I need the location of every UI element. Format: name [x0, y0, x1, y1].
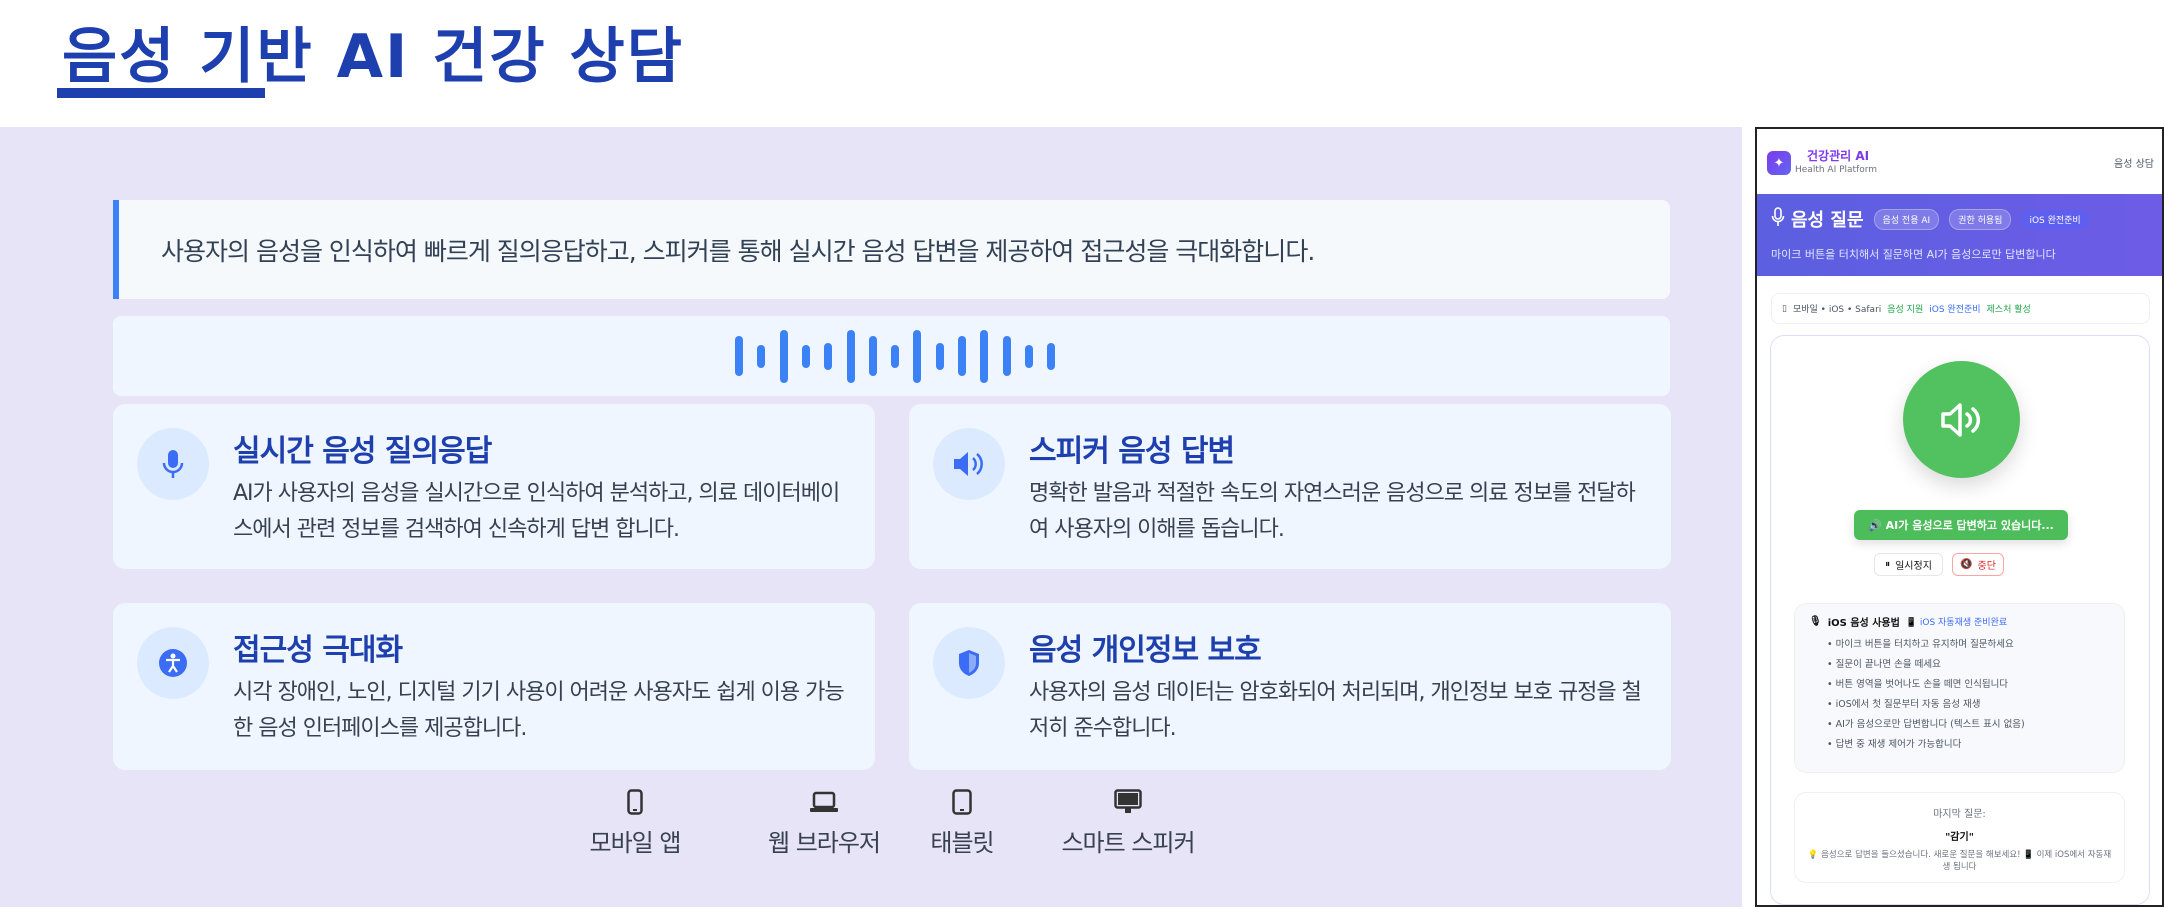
section-subtitle: 마이크 버튼을 터치해서 질문하면 AI가 음성으로만 답변합니다 [1771, 248, 2056, 261]
wave-bar [757, 344, 766, 368]
feature-card-realtime: 실시간 음성 질의응답 AI가 사용자의 음성을 실시간으로 인식하여 분석하고… [113, 404, 875, 569]
pause-icon: ⏸ [1885, 559, 1891, 570]
speaking-status: 🔊 AI가 음성으로 답변하고 있습니다... [1854, 510, 2068, 540]
last-question-label: 마지막 질문: [1933, 809, 1986, 820]
feature-card-speaker: 스피커 음성 답변 명확한 발음과 적절한 속도의 자연스러운 음성으로 의료 … [909, 404, 1671, 569]
device-status: ▯ 모바일 • iOS • Safari 음성 지원 iOS 완전준비 제스처 … [1771, 293, 2150, 324]
howto-item: iOS에서 첫 질문부터 자동 음성 재생 [1827, 695, 2110, 715]
voice-question-banner: 음성 질문 음성 전용 AI 권한 허용됨 iOS 완전준비 마이크 버튼을 터… [1757, 194, 2162, 276]
intro-box: 사용자의 음성을 인식하여 빠르게 질의응답하고, 스피커를 통해 실시간 음성… [113, 200, 1670, 299]
tag-gesture: 제스처 활성 [1986, 305, 2031, 315]
mute-icon: 🔇 [1960, 559, 1973, 570]
wave-bar [735, 336, 743, 376]
speaker-button[interactable] [1903, 361, 2020, 478]
chip-ios-ready: iOS 완전준비 [2021, 209, 2089, 229]
feature-body: 사용자의 음성 데이터는 암호화되어 처리되며, 개인정보 보호 규정을 철저히… [1029, 680, 1642, 741]
feature-body: 명확한 발음과 적절한 속도의 자연스러운 음성으로 의료 정보를 전달하여 사… [1029, 481, 1636, 542]
platform-label: 스마트 스피커 [1061, 829, 1195, 857]
chip-voice-ai: 음성 전용 AI [1873, 208, 1940, 230]
tablet-icon [872, 787, 1052, 817]
wave-bar [913, 329, 922, 383]
stop-button[interactable]: 🔇 중단 [1952, 553, 2004, 576]
wave-bar [891, 344, 900, 368]
microphone-icon: 🎙 [1809, 616, 1822, 627]
feature-body: 시각 장애인, 노인, 디지털 기기 사용이 어려운 사용자도 쉽게 이용 가능… [233, 680, 845, 741]
ios-howto: 🎙 iOS 음성 사용법 📱 iOS 자동재생 준비완료 마이크 버튼을 터치하고 … [1794, 603, 2125, 773]
device-info: 모바일 • iOS • Safari [1792, 305, 1882, 315]
microphone-icon [137, 428, 209, 500]
shield-icon [933, 627, 1005, 699]
feature-title: 스피커 음성 답변 [1029, 434, 1235, 469]
phone-icon: ▯ [1782, 303, 1787, 314]
smart-speaker-icon [1038, 787, 1218, 817]
wave-bar [846, 329, 855, 383]
wave-bar [958, 336, 966, 376]
intro-text: 사용자의 음성을 인식하여 빠르게 질의응답하고, 스피커를 통해 실시간 음성… [161, 236, 1315, 266]
platform-smart-speaker: 스마트 스피커 [1038, 787, 1218, 858]
feature-body: AI가 사용자의 음성을 실시간으로 인식하여 분석하고, 의료 데이터베이스에… [233, 481, 840, 542]
howto-item: AI가 음성으로만 답변합니다 (텍스트 표시 없음) [1827, 715, 2110, 735]
voice-control-card: 🔊 AI가 음성으로 답변하고 있습니다... ⏸ 일시정지 🔇 중단 🎙 iOS 음… [1770, 335, 2150, 905]
brand-subtitle: Health AI Platform [1795, 165, 1878, 175]
platform-web: 웹 브라우저 [734, 787, 914, 858]
feature-title: 실시간 음성 질의응답 [233, 434, 492, 469]
feature-title: 접근성 극대화 [233, 633, 403, 668]
speaker-icon [933, 428, 1005, 500]
howto-badge: 📱 iOS 자동재생 준비완료 [1905, 618, 2008, 628]
section-title: 음성 질문 [1791, 210, 1864, 231]
microphone-icon [1771, 207, 1785, 231]
wave-bar [980, 329, 989, 383]
platform-tablet: 태블릿 [872, 787, 1052, 858]
feature-title: 음성 개인정보 보호 [1029, 633, 1262, 668]
platform-label: 태블릿 [930, 829, 994, 857]
stop-label: 중단 [1977, 561, 1996, 572]
wave-bar [824, 342, 833, 370]
app-header: ✦ 건강관리 AI Health AI Platform 음성 상담 [1757, 129, 2162, 194]
voice-wave [113, 316, 1670, 396]
wave-bar [935, 342, 944, 370]
brand-name: 건강관리 AI [1807, 149, 1870, 163]
howto-item: 버튼 영역을 벗어나도 손을 떼면 인식됩니다 [1827, 675, 2110, 695]
wave-bar [801, 344, 810, 368]
laptop-icon [734, 787, 914, 817]
howto-title: iOS 음성 사용법 [1827, 618, 1900, 629]
wave-bar [1002, 336, 1011, 376]
sparkle-logo-icon: ✦ [1767, 151, 1791, 175]
wave-bar [779, 329, 788, 383]
last-question-note: 💡 음성으로 답변을 들으셨습니다. 새로운 질문을 해보세요! 📱 이제 iO… [1807, 850, 2112, 872]
feature-card-privacy: 음성 개인정보 보호 사용자의 음성 데이터는 암호화되어 처리되며, 개인정보… [909, 603, 1671, 770]
app-preview: ✦ 건강관리 AI Health AI Platform 음성 상담 음성 질문… [1755, 127, 2164, 907]
speaker-icon [1940, 402, 1980, 437]
wave-bar [1024, 344, 1033, 368]
tag-ios-ready: iOS 완전준비 [1929, 305, 1981, 315]
platform-label: 웹 브라우저 [767, 829, 881, 857]
mobile-icon [545, 787, 725, 817]
wave-bar [1047, 342, 1056, 370]
nav-voice-consult[interactable]: 음성 상담 [2114, 159, 2154, 170]
title-underline [57, 88, 265, 98]
tag-voice-support: 음성 지원 [1887, 305, 1924, 315]
howto-item: 답변 중 재생 제어가 가능합니다 [1827, 735, 2110, 755]
pause-button[interactable]: ⏸ 일시정지 [1874, 553, 1943, 576]
feature-card-accessibility: 접근성 극대화 시각 장애인, 노인, 디지털 기기 사용이 어려운 사용자도 … [113, 603, 875, 770]
platform-label: 모바일 앱 [589, 829, 682, 857]
last-question: 마지막 질문: "감기" 💡 음성으로 답변을 들으셨습니다. 새로운 질문을 … [1794, 792, 2125, 883]
howto-item: 질문이 끝나면 손을 떼세요 [1827, 655, 2110, 675]
pause-label: 일시정지 [1895, 561, 1932, 572]
platform-mobile: 모바일 앱 [545, 787, 725, 858]
accessibility-icon [137, 627, 209, 699]
wave-bar [868, 336, 877, 376]
chip-permission: 권한 허용됨 [1949, 208, 2012, 230]
page-title: 음성 기반 AI 건강 상담 [62, 22, 684, 92]
howto-item: 마이크 버튼을 터치하고 유지하며 질문하세요 [1827, 635, 2110, 655]
last-question-value: "감기" [1945, 832, 1974, 843]
